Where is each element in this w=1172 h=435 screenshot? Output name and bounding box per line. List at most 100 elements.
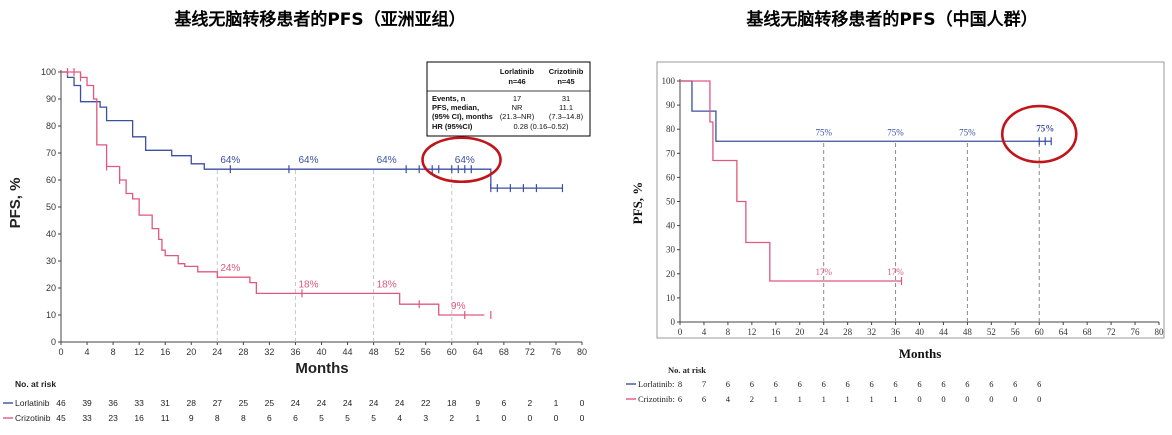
survival-label: 17% xyxy=(887,267,904,277)
at-risk-value: 24 xyxy=(395,398,405,408)
y-tick-label: 0 xyxy=(51,337,56,347)
at-risk-value: 1 xyxy=(554,398,559,408)
x-tick-label: 52 xyxy=(395,347,405,357)
y-tick-label: 100 xyxy=(41,67,56,77)
at-risk-value: 28 xyxy=(187,398,197,408)
at-risk-value: 8 xyxy=(215,413,220,423)
at-risk-value: 0 xyxy=(580,413,585,423)
x-tick-label: 48 xyxy=(369,347,379,357)
series-line-lorlatinib xyxy=(61,71,563,189)
at-risk-value: 0 xyxy=(917,394,921,404)
highlight-circle xyxy=(421,136,502,184)
x-tick-label: 60 xyxy=(1035,327,1045,337)
at-risk-value: 6 xyxy=(965,379,969,389)
at-risk-value: 8 xyxy=(241,413,246,423)
x-tick-label: 40 xyxy=(316,347,326,357)
at-risk-value: 1 xyxy=(475,413,480,423)
table-row-hr: HR (95%CI) xyxy=(432,122,473,131)
y-tick-label: 90 xyxy=(46,94,56,104)
x-tick-label: 64 xyxy=(1059,327,1069,337)
at-risk-value: 6 xyxy=(750,379,754,389)
at-risk-value: 0 xyxy=(554,413,559,423)
x-tick-label: 64 xyxy=(473,347,483,357)
at-risk-value: 6 xyxy=(678,394,682,404)
at-risk-value: 6 xyxy=(774,379,778,389)
x-tick-label: 8 xyxy=(111,347,116,357)
left-chart-title: 基线无脑转移患者的PFS（亚洲亚组） xyxy=(173,9,465,30)
at-risk-value: 46 xyxy=(56,398,66,408)
x-tick-label: 76 xyxy=(1131,327,1141,337)
at-risk-value: 2 xyxy=(449,413,454,423)
at-risk-value: 6 xyxy=(989,379,993,389)
at-risk-value: 4 xyxy=(726,394,731,404)
y-tick-label: 90 xyxy=(666,100,676,110)
survival-label: 75% xyxy=(959,127,976,137)
x-tick-label: 24 xyxy=(212,347,222,357)
at-risk-value: 6 xyxy=(726,379,730,389)
y-tick-label: 80 xyxy=(46,121,56,131)
y-tick-label: 40 xyxy=(46,229,56,239)
x-tick-label: 20 xyxy=(795,327,805,337)
at-risk-row-label: Lorlatinib xyxy=(15,398,50,408)
survival-label: 18% xyxy=(298,279,318,290)
table-events-crizotinib: 31 xyxy=(562,94,570,103)
table-row-events: Events, n xyxy=(432,94,466,103)
at-risk-value: 6 xyxy=(798,379,802,389)
highlight-circle xyxy=(1000,104,1078,164)
x-tick-label: 0 xyxy=(678,327,683,337)
at-risk-value: 6 xyxy=(1037,379,1041,389)
at-risk-value: 0 xyxy=(989,394,993,404)
x-tick-label: 32 xyxy=(264,347,274,357)
at-risk-value: 1 xyxy=(798,394,802,404)
survival-label: 75% xyxy=(815,127,832,137)
at-risk-value: 33 xyxy=(134,398,144,408)
at-risk-value: 45 xyxy=(56,413,66,423)
survival-label: 24% xyxy=(220,263,240,274)
at-risk-value: 27 xyxy=(213,398,223,408)
at-risk-value: 24 xyxy=(291,398,301,408)
at-risk-value: 2 xyxy=(528,398,533,408)
at-risk-value: 4 xyxy=(397,413,402,423)
at-risk-value: 1 xyxy=(822,394,826,404)
at-risk-value: 6 xyxy=(869,379,873,389)
x-tick-label: 80 xyxy=(577,347,587,357)
at-risk-value: 0 xyxy=(580,398,585,408)
at-risk-value: 2 xyxy=(750,394,754,404)
x-tick-label: 68 xyxy=(499,347,509,357)
survival-label: 18% xyxy=(377,279,397,290)
at-risk-title: No. at risk xyxy=(668,365,706,375)
table-row-pfs-2: (95% CI), months xyxy=(432,112,493,121)
at-risk-value: 6 xyxy=(702,394,706,404)
y-tick-label: 0 xyxy=(671,317,676,327)
at-risk-value: 6 xyxy=(1013,379,1017,389)
x-tick-label: 40 xyxy=(915,327,925,337)
y-tick-label: 80 xyxy=(666,124,676,134)
at-risk-value: 1 xyxy=(869,394,873,404)
x-tick-label: 48 xyxy=(963,327,973,337)
survival-label: 64% xyxy=(377,155,397,166)
x-tick-label: 24 xyxy=(819,327,829,337)
at-risk-value: 1 xyxy=(846,394,850,404)
left-y-axis-label: PFS, % xyxy=(7,178,24,229)
table-pfs-crizotinib-ci: (7.3–14.8) xyxy=(549,112,584,121)
at-risk-value: 36 xyxy=(108,398,118,408)
at-risk-value: 0 xyxy=(1037,394,1041,404)
survival-label: 75% xyxy=(887,127,904,137)
at-risk-value: 22 xyxy=(421,398,431,408)
y-tick-label: 20 xyxy=(666,269,676,279)
survival-label: 64% xyxy=(455,155,475,166)
at-risk-value: 25 xyxy=(265,398,275,408)
y-tick-label: 50 xyxy=(666,197,676,207)
table-pfs-lorlatinib: NR xyxy=(512,103,523,112)
at-risk-value: 23 xyxy=(108,413,118,423)
y-tick-label: 70 xyxy=(666,148,676,158)
at-risk-value: 24 xyxy=(317,398,327,408)
x-tick-label: 16 xyxy=(771,327,781,337)
table-hr-value: 0.28 (0.16–0.52) xyxy=(513,122,569,131)
at-risk-value: 0 xyxy=(941,394,945,404)
x-tick-label: 76 xyxy=(551,347,561,357)
table-col-lorlatinib: Lorlatinib xyxy=(500,67,535,76)
survival-label: 64% xyxy=(220,155,240,166)
